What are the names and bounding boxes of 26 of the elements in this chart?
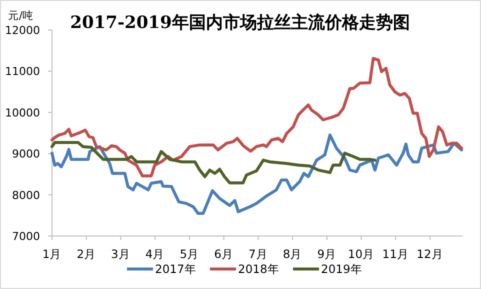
- y-tick-label: 10000: [5, 106, 40, 120]
- legend-label: 2018年: [238, 262, 280, 276]
- x-tick-label: 8月: [282, 247, 302, 261]
- x-tick-label: 9月: [317, 247, 337, 261]
- chart-title: 2017-2019年国内市场拉丝主流价格走势图: [70, 13, 410, 33]
- x-tick-label: 11月: [382, 247, 409, 261]
- x-tick-label: 6月: [214, 247, 234, 261]
- line-series: [50, 140, 376, 184]
- x-tick-label: 7月: [248, 247, 268, 261]
- line-series: [50, 56, 464, 178]
- y-axis-title: 元/吨: [8, 9, 34, 22]
- legend-label: 2017年: [155, 262, 196, 276]
- line-series: [50, 134, 464, 215]
- x-tick-label: 4月: [145, 247, 165, 261]
- x-tick-label: 3月: [111, 247, 130, 261]
- y-tick-label: 11000: [5, 65, 40, 78]
- y-tick-label: 9000: [12, 148, 40, 161]
- legend-label: 2019年: [321, 262, 362, 276]
- y-tick-label: 12000: [5, 24, 40, 37]
- x-tick-label: 1月: [42, 247, 62, 261]
- x-tick-label: 10月: [348, 247, 375, 261]
- x-tick-label: 5月: [180, 247, 200, 261]
- x-tick-label: 2月: [76, 247, 96, 261]
- y-tick-label: 7000: [12, 230, 40, 243]
- y-tick-label: 8000: [12, 188, 40, 202]
- x-tick-label: 12月: [416, 247, 444, 261]
